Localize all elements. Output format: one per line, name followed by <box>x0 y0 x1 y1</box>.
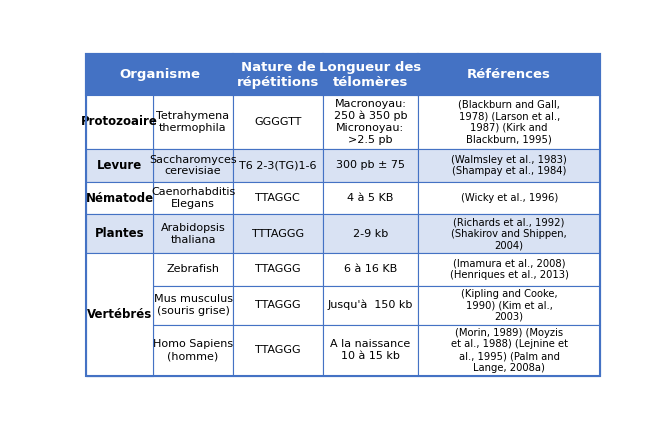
Text: (Kipling and Cooke,
1990) (Kim et al.,
2003): (Kipling and Cooke, 1990) (Kim et al., 2… <box>461 288 557 322</box>
Text: A la naissance
10 à 15 kb: A la naissance 10 à 15 kb <box>330 340 411 361</box>
Text: Zebrafish: Zebrafish <box>167 265 220 274</box>
Bar <box>418 214 600 253</box>
Bar <box>86 149 153 182</box>
Bar <box>153 325 233 376</box>
Text: T6 2-3(TG)1-6: T6 2-3(TG)1-6 <box>239 161 317 170</box>
Bar <box>153 253 233 286</box>
Text: (Wicky et al., 1996): (Wicky et al., 1996) <box>460 193 558 203</box>
Bar <box>418 95 600 149</box>
Text: GGGGTT: GGGGTT <box>254 117 302 127</box>
Bar <box>323 149 418 182</box>
Bar <box>323 286 418 325</box>
Bar <box>323 182 418 214</box>
Text: 300 pb ± 75: 300 pb ± 75 <box>336 161 405 170</box>
Bar <box>86 325 153 376</box>
Text: Plantes: Plantes <box>95 227 145 240</box>
Bar <box>86 95 153 149</box>
Bar <box>233 253 323 286</box>
Text: Mus musculus
(souris grise): Mus musculus (souris grise) <box>153 294 232 316</box>
Bar <box>86 149 153 182</box>
Text: Tetrahymena
thermophila: Tetrahymena thermophila <box>157 111 230 133</box>
Bar <box>233 325 323 376</box>
Bar <box>323 253 418 286</box>
Text: Macronoyau:
250 à 350 pb
Micronoyau:
>2.5 pb: Macronoyau: 250 à 350 pb Micronoyau: >2.… <box>334 99 407 145</box>
Bar <box>86 253 153 376</box>
Bar <box>86 214 153 253</box>
Bar <box>153 214 233 253</box>
Bar <box>153 149 233 182</box>
Bar <box>418 253 600 286</box>
Text: (Walmsley et al., 1983)
(Shampay et al., 1984): (Walmsley et al., 1983) (Shampay et al.,… <box>452 155 567 176</box>
Bar <box>233 286 323 325</box>
Bar <box>153 286 233 325</box>
Text: Nature de
répétitions: Nature de répétitions <box>237 60 319 89</box>
Text: (Richards et al., 1992)
(Shakirov and Shippen,
2004): (Richards et al., 1992) (Shakirov and Sh… <box>452 217 567 250</box>
Text: Vertébrés: Vertébrés <box>87 308 152 321</box>
Bar <box>233 182 323 214</box>
Text: Homo Sapiens
(homme): Homo Sapiens (homme) <box>153 340 233 361</box>
Text: (Imamura et al., 2008)
(Henriques et al., 2013): (Imamura et al., 2008) (Henriques et al.… <box>450 259 569 280</box>
Text: TTAGGG: TTAGGG <box>255 300 301 310</box>
Text: Jusqu'à  150 kb: Jusqu'à 150 kb <box>328 300 413 311</box>
Text: 2-9 kb: 2-9 kb <box>352 229 388 239</box>
Bar <box>86 214 153 253</box>
Bar <box>323 55 418 95</box>
Bar <box>153 95 233 149</box>
Text: Caenorhabditis
Elegans: Caenorhabditis Elegans <box>151 187 235 209</box>
Bar <box>86 95 153 149</box>
Bar <box>233 149 323 182</box>
Bar <box>233 55 323 95</box>
Bar <box>86 182 153 214</box>
Text: TTTAGGG: TTTAGGG <box>252 229 304 239</box>
Text: TTAGGG: TTAGGG <box>255 345 301 355</box>
Bar <box>86 253 153 286</box>
Text: Organisme: Organisme <box>119 68 200 81</box>
Text: TTAGGG: TTAGGG <box>255 265 301 274</box>
Bar <box>86 286 153 325</box>
Text: 6 à 16 KB: 6 à 16 KB <box>344 265 397 274</box>
Text: Références: Références <box>467 68 551 81</box>
Text: 4 à 5 KB: 4 à 5 KB <box>347 193 393 203</box>
Text: Protozoaire: Protozoaire <box>81 115 158 129</box>
Text: Nématode: Nématode <box>86 192 154 204</box>
Bar <box>233 214 323 253</box>
Text: Saccharomyces
cerevisiae: Saccharomyces cerevisiae <box>149 155 237 176</box>
Bar <box>153 182 233 214</box>
Text: (Blackburn and Gall,
1978) (Larson et al.,
1987) (Kirk and
Blackburn, 1995): (Blackburn and Gall, 1978) (Larson et al… <box>458 100 560 144</box>
Text: Longueur des
télomères: Longueur des télomères <box>319 60 421 89</box>
Text: Levure: Levure <box>97 159 143 172</box>
Text: TTAGGC: TTAGGC <box>255 193 300 203</box>
Bar <box>418 149 600 182</box>
Bar <box>418 325 600 376</box>
Bar <box>86 182 153 214</box>
Bar <box>418 55 600 95</box>
Bar <box>418 182 600 214</box>
Text: (Morin, 1989) (Moyzis
et al., 1988) (Lejnine et
al., 1995) (Palm and
Lange, 2008: (Morin, 1989) (Moyzis et al., 1988) (Lej… <box>451 328 567 373</box>
Bar <box>86 55 233 95</box>
Bar <box>233 95 323 149</box>
Bar <box>323 95 418 149</box>
Bar <box>323 214 418 253</box>
Bar <box>418 286 600 325</box>
Text: Arabidopsis
thaliana: Arabidopsis thaliana <box>161 223 225 245</box>
Bar <box>323 325 418 376</box>
